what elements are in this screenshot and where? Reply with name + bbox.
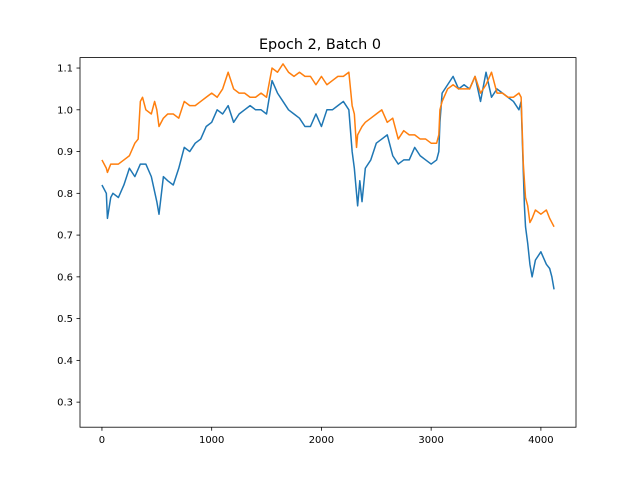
x-tick-label: 0: [99, 435, 105, 446]
series-line-1: [101, 71, 555, 290]
y-tick-label: 0.4: [57, 356, 73, 367]
x-tick-label: 3000: [418, 435, 443, 446]
y-tick-label: 0.9: [57, 147, 73, 158]
chart-title: Epoch 2, Batch 0: [259, 37, 381, 53]
series-line-2: [101, 63, 555, 228]
y-tick-label: 0.6: [57, 272, 73, 283]
y-tick-label: 0.3: [57, 398, 73, 409]
x-axis: 0 1000 2000 3000 4000: [99, 427, 554, 446]
y-tick-label: 1.0: [57, 105, 73, 116]
y-tick-label: 1.1: [57, 64, 73, 75]
x-tick-label: 4000: [528, 435, 553, 446]
axes-frame: [79, 57, 577, 428]
y-axis: 0.3 0.4 0.5 0.6 0.7 0.8 0.9 1.0 1.1: [57, 64, 80, 409]
plot-area: [101, 63, 555, 290]
x-tick-label: 1000: [199, 435, 224, 446]
y-tick-label: 0.5: [57, 314, 73, 325]
y-tick-label: 0.7: [57, 231, 73, 242]
x-tick-label: 2000: [309, 435, 334, 446]
y-tick-label: 0.8: [57, 189, 73, 200]
